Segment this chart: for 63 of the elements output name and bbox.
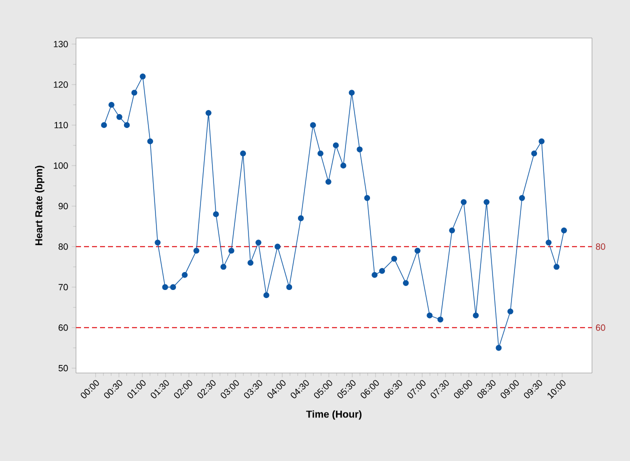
y-tick-label: 60 — [58, 324, 68, 331]
point — [255, 240, 262, 246]
y-tick-label: 130 — [54, 40, 68, 48]
point — [193, 248, 200, 254]
point — [206, 110, 212, 116]
point — [131, 90, 138, 96]
point — [162, 284, 168, 290]
y-tick-label: 80 — [58, 243, 68, 250]
y-tick-label: 70 — [58, 284, 68, 290]
point — [240, 150, 246, 156]
point — [140, 74, 146, 80]
point — [531, 150, 538, 156]
point — [519, 195, 525, 201]
point — [116, 114, 122, 120]
point — [220, 264, 226, 270]
point — [507, 308, 514, 314]
point — [101, 122, 107, 128]
point — [274, 244, 280, 250]
y-tick-label: 90 — [58, 202, 68, 210]
point — [561, 227, 567, 234]
point — [348, 90, 355, 96]
point — [325, 178, 332, 185]
point — [263, 292, 270, 298]
point — [546, 240, 552, 246]
point — [340, 162, 346, 169]
point — [414, 248, 420, 254]
point — [460, 199, 467, 205]
point — [182, 272, 188, 278]
point — [154, 240, 161, 246]
ref-line-label: 60 — [596, 324, 606, 331]
point — [402, 280, 409, 286]
point — [286, 284, 292, 290]
point — [449, 227, 455, 234]
point — [147, 138, 154, 144]
point — [213, 211, 219, 218]
point — [372, 272, 378, 278]
point — [484, 199, 490, 205]
point — [538, 138, 545, 144]
point — [170, 284, 176, 290]
point — [318, 150, 324, 156]
ref-line-label: 80 — [596, 243, 606, 250]
y-tick-label: 110 — [54, 122, 68, 128]
point — [472, 312, 479, 318]
point — [248, 260, 254, 266]
point — [124, 122, 130, 128]
point — [379, 268, 386, 274]
point — [108, 102, 114, 108]
point — [554, 264, 560, 270]
point — [496, 344, 502, 351]
point — [310, 122, 316, 128]
point — [426, 312, 433, 318]
point — [228, 248, 234, 254]
point — [298, 215, 304, 222]
y-tick-label: 120 — [54, 81, 68, 88]
point — [356, 146, 363, 152]
point — [437, 316, 444, 322]
point — [332, 142, 339, 148]
y-tick-label: 100 — [54, 162, 68, 169]
y-axis-title: Heart Rate (bpm) — [35, 166, 44, 246]
point — [391, 256, 398, 262]
y-tick-label: 50 — [58, 364, 68, 372]
point — [364, 195, 370, 201]
x-axis-title: Time (Hour) — [306, 410, 362, 420]
